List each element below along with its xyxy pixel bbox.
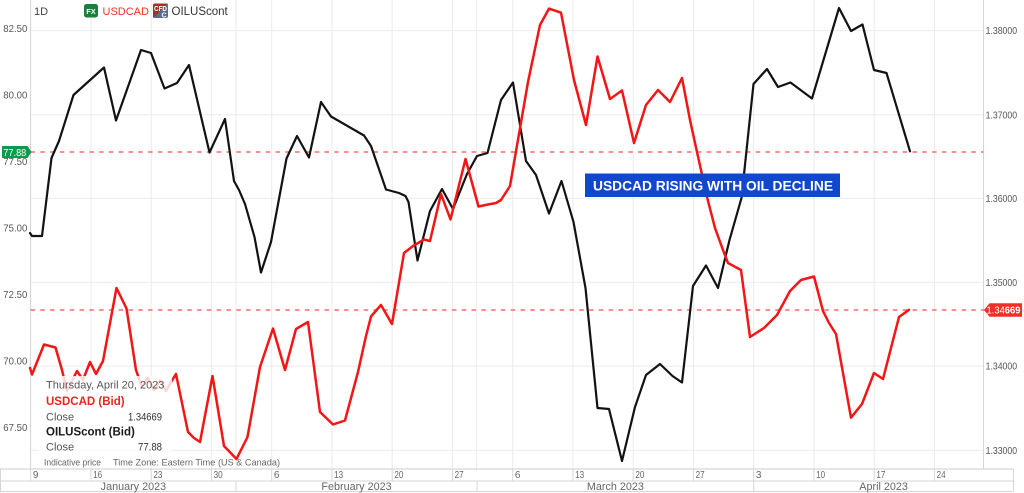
svg-text:20: 20 xyxy=(394,470,403,481)
svg-text:1.34669: 1.34669 xyxy=(987,306,1021,317)
svg-text:Time Zone: Eastern Time (US &: Time Zone: Eastern Time (US & Canada) xyxy=(113,458,280,469)
svg-text:April 2023: April 2023 xyxy=(859,481,908,493)
svg-text:17: 17 xyxy=(876,470,885,481)
svg-text:27: 27 xyxy=(455,470,464,481)
svg-text:1.34000: 1.34000 xyxy=(986,361,1018,373)
svg-text:USDCAD (Bid): USDCAD (Bid) xyxy=(46,396,125,408)
svg-text:1.38000: 1.38000 xyxy=(986,25,1018,37)
svg-text:16: 16 xyxy=(93,470,102,481)
svg-text:OILUScont: OILUScont xyxy=(172,6,229,18)
svg-text:3: 3 xyxy=(756,470,762,481)
svg-text:February 2023: February 2023 xyxy=(321,481,391,493)
svg-text:C: C xyxy=(161,13,166,20)
svg-text:1.37000: 1.37000 xyxy=(986,109,1018,121)
svg-text:82.50: 82.50 xyxy=(3,23,27,35)
svg-text:Close: Close xyxy=(46,442,74,454)
svg-text:30: 30 xyxy=(214,470,223,481)
svg-text:1D: 1D xyxy=(34,6,48,18)
svg-text:1.35000: 1.35000 xyxy=(986,277,1018,289)
svg-text:USDCAD: USDCAD xyxy=(103,6,150,18)
svg-text:Close: Close xyxy=(46,412,74,424)
svg-text:80.00: 80.00 xyxy=(3,90,27,102)
svg-text:67.50: 67.50 xyxy=(3,422,27,434)
svg-text:23: 23 xyxy=(153,470,162,481)
svg-text:75.00: 75.00 xyxy=(3,223,27,235)
svg-text:20: 20 xyxy=(635,470,644,481)
svg-text:13: 13 xyxy=(575,470,584,481)
svg-text:January 2023: January 2023 xyxy=(101,481,166,493)
svg-text:March 2023: March 2023 xyxy=(587,481,644,493)
svg-text:6: 6 xyxy=(515,470,521,481)
svg-text:24: 24 xyxy=(937,470,946,481)
svg-text:1.36000: 1.36000 xyxy=(986,193,1018,205)
svg-text:1.34669: 1.34669 xyxy=(128,412,162,424)
svg-text:72.50: 72.50 xyxy=(3,289,27,301)
svg-text:OILUScont (Bid): OILUScont (Bid) xyxy=(46,427,135,439)
svg-text:FX: FX xyxy=(86,7,96,16)
svg-text:CFD: CFD xyxy=(154,6,167,13)
svg-text:70.00: 70.00 xyxy=(3,355,27,367)
svg-text:9: 9 xyxy=(33,470,39,481)
svg-text:10: 10 xyxy=(816,470,825,481)
svg-text:Thursday, April 20, 2023: Thursday, April 20, 2023 xyxy=(46,380,164,392)
svg-text:27: 27 xyxy=(696,470,705,481)
svg-text:6: 6 xyxy=(274,470,280,481)
svg-text:USDCAD RISING WITH OIL DECLINE: USDCAD RISING WITH OIL DECLINE xyxy=(593,178,833,194)
svg-text:1.33000: 1.33000 xyxy=(986,445,1018,457)
svg-text:77.88: 77.88 xyxy=(3,147,26,159)
svg-text:Indicative price: Indicative price xyxy=(44,458,101,469)
svg-text:13: 13 xyxy=(334,470,343,481)
svg-text:77.88: 77.88 xyxy=(138,442,162,454)
svg-text:77.50: 77.50 xyxy=(3,156,27,168)
